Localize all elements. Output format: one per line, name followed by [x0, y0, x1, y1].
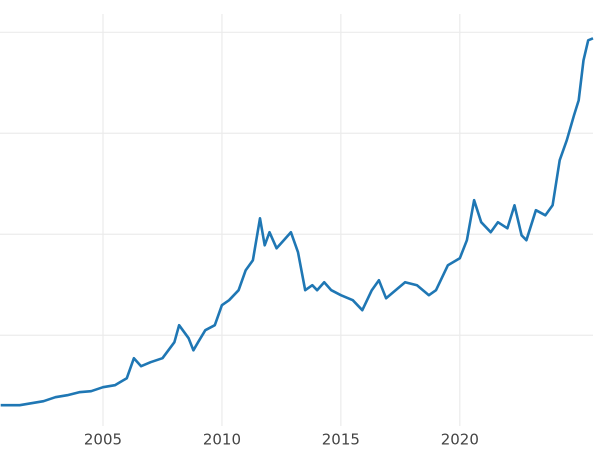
price-line: [0, 37, 594, 407]
x-tick-label: 2015: [322, 431, 360, 449]
x-tick-label: 2020: [441, 431, 479, 449]
x-tick-label: 2005: [84, 431, 122, 449]
x-tick-label: 2010: [203, 431, 241, 449]
